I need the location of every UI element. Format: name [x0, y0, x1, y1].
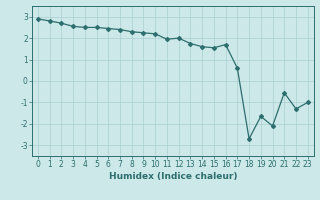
- X-axis label: Humidex (Indice chaleur): Humidex (Indice chaleur): [108, 172, 237, 181]
